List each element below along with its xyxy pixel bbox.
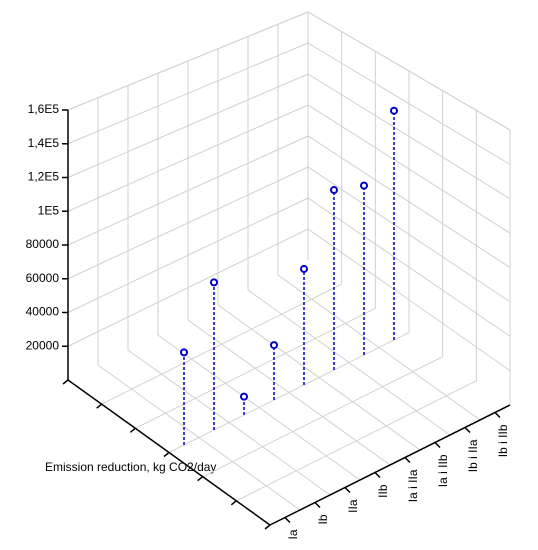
depth-tick [230, 500, 237, 506]
point [390, 106, 398, 115]
x-tick [374, 471, 381, 479]
point [270, 341, 278, 350]
grid-line [67, 135, 511, 268]
y-tick-label: 80000 [26, 237, 60, 251]
x-tick-label: Ib [316, 514, 330, 524]
point [180, 348, 188, 357]
depth-tick [264, 524, 271, 530]
x-tick [344, 486, 351, 494]
depth-grid-line [202, 90, 444, 478]
y-tick-label: 1,6E5 [28, 102, 60, 116]
y-tick-label: 40000 [26, 305, 60, 319]
x-tick [464, 426, 471, 434]
depth-tick [62, 379, 69, 385]
grid-line [67, 104, 511, 234]
x-tick-label: Ia i IIb [436, 454, 450, 487]
depth-tick [129, 427, 136, 433]
x-tick-label: IIa [346, 499, 360, 513]
point [300, 264, 308, 273]
y-tick-label: 20000 [26, 338, 60, 352]
point [330, 186, 338, 195]
grid-line [67, 11, 511, 131]
grid-line [67, 42, 511, 165]
y-tick-label: 60000 [26, 271, 60, 285]
x-tick [404, 456, 411, 464]
grid-line [67, 166, 511, 303]
x-tick [284, 516, 291, 524]
depth-tick [163, 451, 170, 458]
depth-grid-line [168, 71, 410, 453]
point [360, 181, 368, 190]
category-axis [269, 404, 511, 526]
x-tick-label: Ib i IIa [466, 439, 480, 472]
y-tick-label: 1,2E5 [28, 170, 60, 184]
x-tick-label: Ia [286, 529, 300, 539]
y-tick-label: 1,4E5 [28, 136, 60, 150]
y-tick-label: 1E5 [38, 203, 60, 217]
point [240, 392, 248, 401]
x-tick [494, 411, 501, 419]
depth-tick [197, 476, 204, 482]
axis-label: Emission reduction, kg CO2/day [45, 460, 216, 474]
depth-grid-line [101, 31, 343, 405]
x-tick [434, 441, 441, 449]
depth-grid-line [135, 51, 376, 429]
x-tick-label: IIb [376, 484, 390, 498]
x-tick-label: Ib i IIb [496, 424, 510, 457]
grid-line [67, 73, 511, 200]
grid-line [67, 228, 511, 372]
x-tick-label: Ia i IIa [406, 469, 420, 502]
point [210, 278, 218, 287]
grid-line [67, 197, 511, 337]
depth-tick [96, 403, 103, 409]
depth-grid-line [236, 110, 477, 502]
x-tick [314, 501, 321, 509]
